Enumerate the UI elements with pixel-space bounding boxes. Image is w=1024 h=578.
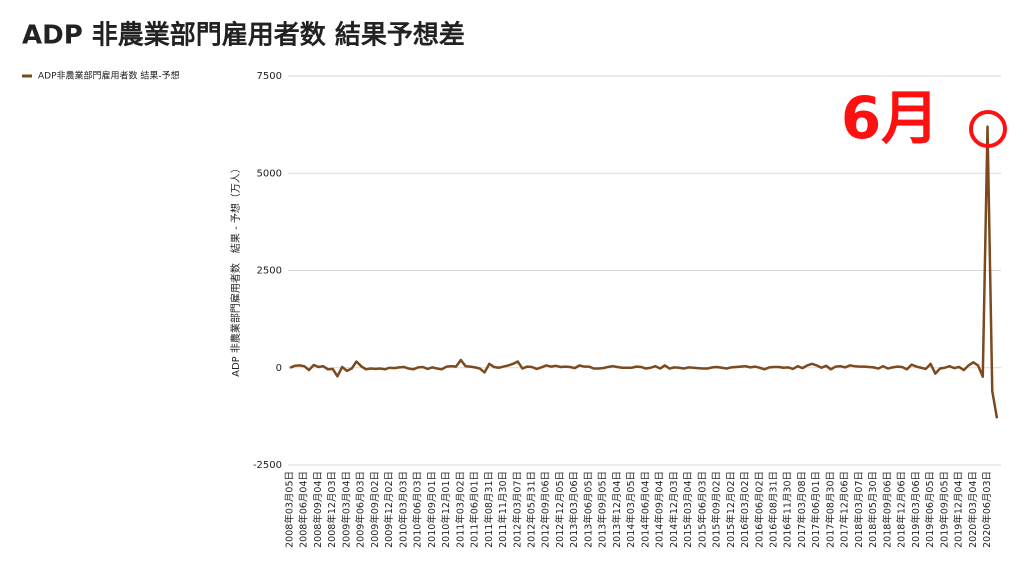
x-tick-label: 2010年03月03日 xyxy=(397,471,409,548)
x-tick-label: 2010年09月01日 xyxy=(426,471,438,548)
annotation: 6月 xyxy=(841,84,939,152)
x-tick-label: 2018年05月30日 xyxy=(867,471,879,548)
x-tick-label: 2019年12月04日 xyxy=(953,471,965,548)
x-tick-label: 2014年03月05日 xyxy=(625,471,637,548)
x-tick-label: 2008年12月03日 xyxy=(326,471,338,548)
x-tick-label: 2014年12月03日 xyxy=(668,471,680,548)
highlight-circle xyxy=(969,110,1007,148)
x-tick-label: 2011年11月30日 xyxy=(497,471,509,548)
x-tick-label: 2017年08月30日 xyxy=(824,471,836,548)
x-tick-label: 2011年03月02日 xyxy=(454,471,466,548)
y-tick-label: -2500 xyxy=(253,460,282,471)
x-tick-label: 2019年09月05日 xyxy=(938,471,950,548)
x-tick-label: 2010年12月01日 xyxy=(440,471,452,548)
x-tick-label: 2012年03月07日 xyxy=(511,471,523,548)
x-tick-label: 2016年11月30日 xyxy=(782,471,794,548)
x-tick-label: 2013年03月06日 xyxy=(568,471,580,548)
x-tick-label: 2008年03月05日 xyxy=(284,471,296,548)
y-tick-label: 5000 xyxy=(257,168,282,179)
x-tick-label: 2014年06月04日 xyxy=(639,471,651,548)
x-tick-label: 2018年03月07日 xyxy=(853,471,865,548)
y-tick-label: 0 xyxy=(276,363,282,374)
x-tick-label: 2008年09月04日 xyxy=(312,471,324,548)
x-tick-label: 2009年06月03日 xyxy=(355,471,367,548)
x-tick-label: 2019年03月06日 xyxy=(910,471,922,548)
series-line xyxy=(289,125,999,419)
x-tick-label: 2017年06月01日 xyxy=(810,471,822,548)
x-tick-label: 2009年03月04日 xyxy=(340,471,352,548)
x-tick-label: 2015年12月02日 xyxy=(725,471,737,548)
x-tick-label: 2011年06月01日 xyxy=(469,471,481,548)
x-tick-label: 2010年06月03日 xyxy=(412,471,424,548)
x-tick-label: 2009年12月02日 xyxy=(383,471,395,548)
x-tick-label: 2016年08月31日 xyxy=(767,471,779,548)
y-tick-label: 2500 xyxy=(257,266,282,277)
x-tick-label: 2014年09月04日 xyxy=(654,471,666,548)
x-tick-label: 2015年06月03日 xyxy=(696,471,708,548)
x-tick-label: 2011年08月31日 xyxy=(483,471,495,548)
x-tick-label: 2012年05月31日 xyxy=(525,471,537,548)
x-tick-label: 2013年09月05日 xyxy=(597,471,609,548)
x-tick-label: 2015年03月04日 xyxy=(682,471,694,548)
x-tick-label: 2020年03月04日 xyxy=(967,471,979,548)
x-tick-label: 2019年06月05日 xyxy=(924,471,936,548)
chart-title: ADP 非農業部門雇用者数 結果予想差 xyxy=(22,20,465,51)
x-tick-label: 2016年06月02日 xyxy=(753,471,765,548)
legend-label: ADP非農業部門雇用者数 結果-予想 xyxy=(38,70,180,82)
x-tick-label: 2012年09月06日 xyxy=(540,471,552,548)
x-tick-label: 2008年06月04日 xyxy=(298,471,310,548)
x-tick-label: 2017年03月08日 xyxy=(796,471,808,548)
x-tick-label: 2009年09月02日 xyxy=(369,471,381,548)
x-tick-label: 2013年06月05日 xyxy=(582,471,594,548)
y-axis-label: ADP 非農業部門雇用者数 結果 - 予想（万人） xyxy=(229,163,242,377)
x-tick-label: 2012年12月05日 xyxy=(554,471,566,548)
y-tick-label: 7500 xyxy=(257,71,282,82)
x-tick-label: 2018年12月06日 xyxy=(896,471,908,548)
x-tick-label: 2013年12月04日 xyxy=(611,471,623,548)
x-tick-label: 2018年09月06日 xyxy=(881,471,893,548)
x-tick-label: 2016年03月02日 xyxy=(739,471,751,548)
x-tick-label: 2017年12月06日 xyxy=(839,471,851,548)
x-tick-label: 2020年06月03日 xyxy=(981,471,993,548)
x-tick-label: 2015年09月02日 xyxy=(711,471,723,548)
